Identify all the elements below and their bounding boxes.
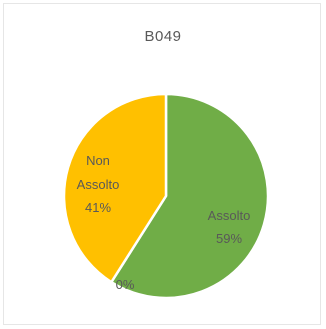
pie-slice-non-assolto [62, 92, 168, 284]
slice-label-zero-percent: 0% [116, 277, 135, 292]
slice-label-non-assolto-line1: Non [86, 153, 110, 168]
pie-slice-assolto [110, 92, 270, 300]
chart-title: B049 [144, 28, 182, 45]
slice-label-assolto-percent: 59% [216, 231, 242, 246]
slice-label-assolto-name: Assolto [208, 208, 251, 223]
slice-label-non-assolto-line2: Assolto [77, 177, 120, 192]
slice-label-non-assolto-percent: 41% [85, 200, 111, 215]
